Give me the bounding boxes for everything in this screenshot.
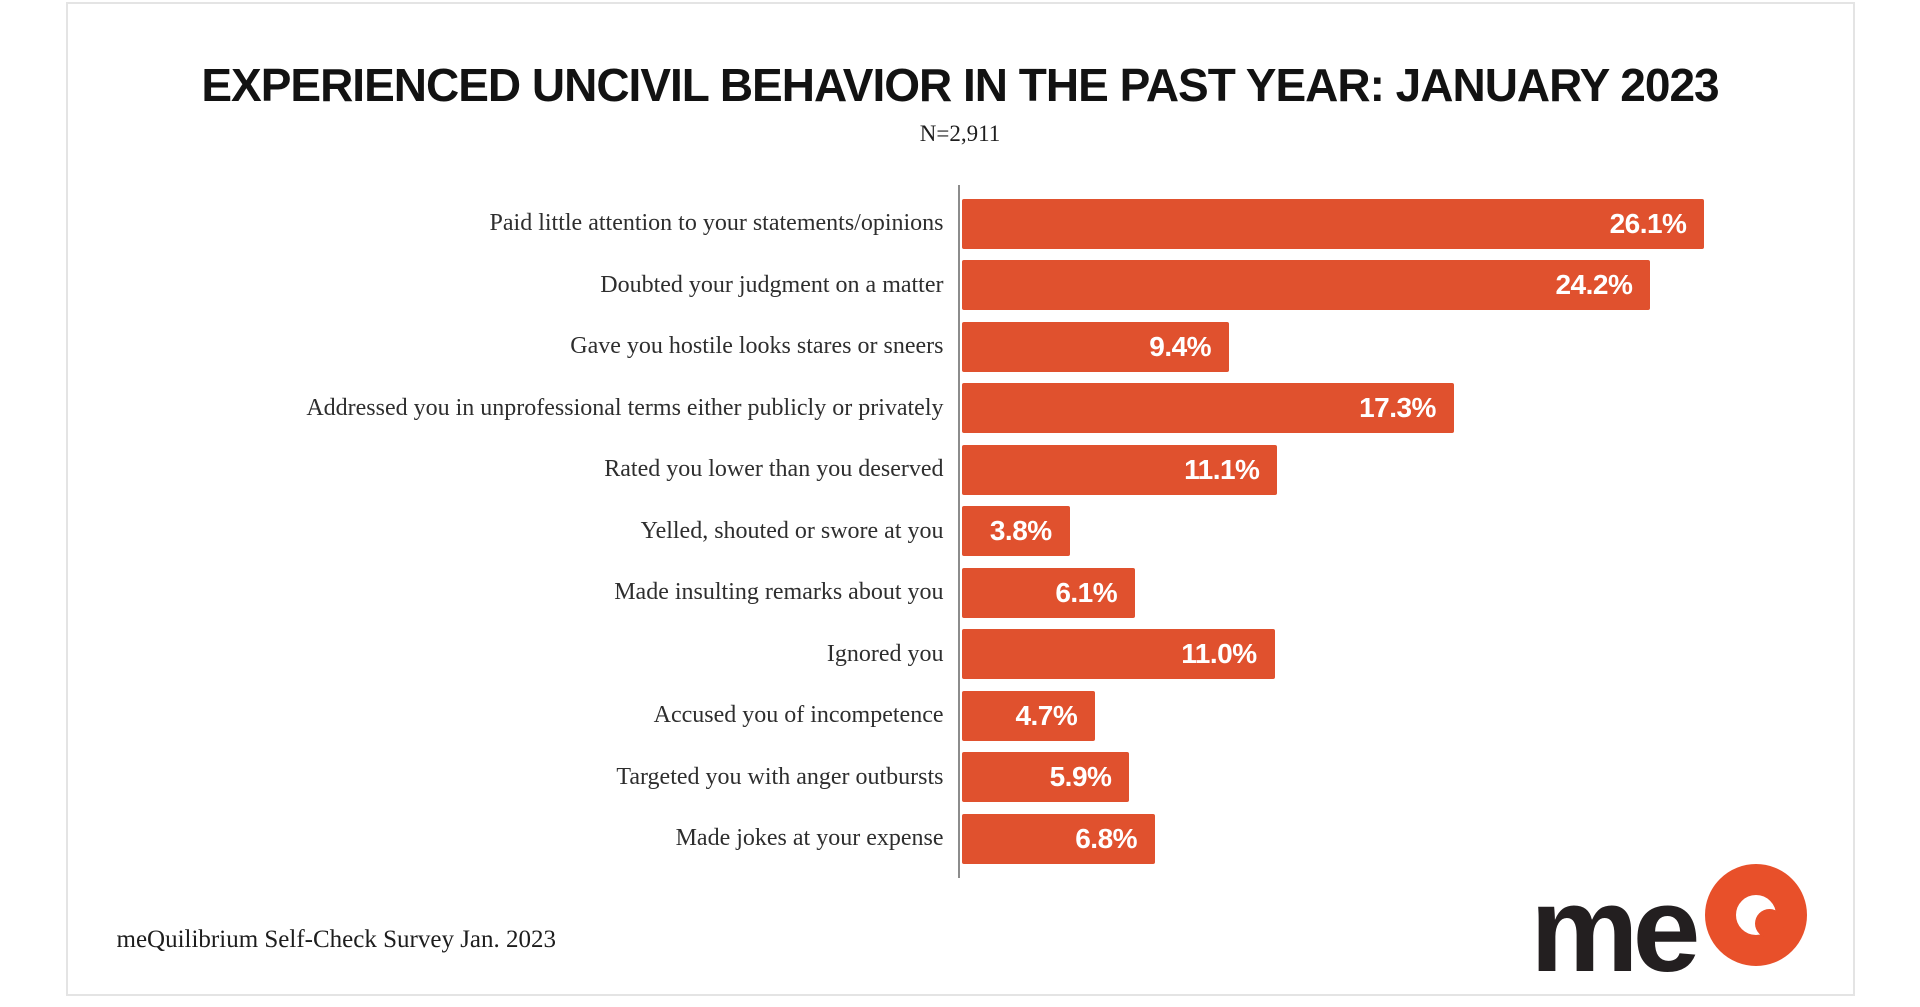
value-label: 4.7% — [1015, 699, 1078, 731]
bar: 24.2% — [961, 260, 1651, 311]
bar-track: 9.4% — [961, 321, 1853, 372]
meq-logo: me — [1530, 864, 1807, 989]
value-label: 11.0% — [1181, 638, 1257, 670]
value-label: 24.2% — [1555, 269, 1633, 301]
bar-track: 6.1% — [961, 567, 1853, 618]
logo-q-ring-icon — [1704, 864, 1807, 966]
category-label: Paid little attention to your statements… — [489, 210, 944, 237]
chart-row: Gave you hostile looks stares or sneers 9… — [68, 316, 1853, 378]
bar: 3.8% — [961, 506, 1070, 557]
chart-row: Rated you lower than you deserved 11.1% — [68, 439, 1853, 501]
bar-track: 26.1% — [961, 198, 1853, 249]
category-label: Addressed you in unprofessional terms ei… — [306, 394, 944, 421]
bar: 4.7% — [961, 690, 1096, 741]
value-label: 3.8% — [989, 515, 1052, 547]
value-label: 9.4% — [1149, 330, 1212, 362]
chart-row: Yelled, shouted or swore at you 3.8% — [68, 501, 1853, 563]
sample-size: N=2,911 — [919, 121, 1001, 146]
category-label: Doubted your judgment on a matter — [600, 271, 944, 298]
bar-track: 24.2% — [961, 260, 1853, 311]
category-label: Yelled, shouted or swore at you — [640, 517, 944, 544]
chart-rows: Paid little attention to your statements… — [68, 193, 1853, 870]
value-label: 5.9% — [1049, 761, 1112, 793]
bar: 11.0% — [961, 629, 1275, 680]
chart-row: Made jokes at your expense 6.8% — [68, 808, 1853, 870]
bar: 17.3% — [961, 383, 1454, 434]
bar: 11.1% — [961, 444, 1278, 495]
bar-track: 11.1% — [961, 444, 1853, 495]
chart-row: Made insulting remarks about you 6.1% — [68, 562, 1853, 624]
bar-track: 3.8% — [961, 506, 1853, 557]
y-axis-line — [957, 185, 960, 878]
bar: 26.1% — [961, 198, 1705, 249]
bar: 6.1% — [961, 567, 1136, 618]
logo-dot-icon — [1754, 909, 1784, 938]
bar-track: 4.7% — [961, 690, 1853, 741]
chart-row: Targeted you with anger outbursts 5.9% — [68, 747, 1853, 809]
category-label: Targeted you with anger outbursts — [616, 763, 944, 790]
bar-track: 11.0% — [961, 629, 1853, 680]
chart-row: Accused you of incompetence 4.7% — [68, 685, 1853, 747]
bar-chart: Paid little attention to your statements… — [68, 185, 1853, 878]
value-label: 17.3% — [1359, 392, 1436, 424]
source-note: meQuilibrium Self-Check Survey Jan. 2023 — [116, 926, 557, 953]
chart-row: Doubted your judgment on a matter 24.2% — [68, 255, 1853, 317]
category-label: Gave you hostile looks stares or sneers — [570, 333, 944, 360]
value-label: 6.8% — [1075, 822, 1138, 854]
bar: 6.8% — [961, 813, 1156, 864]
chart-row: Ignored you 11.0% — [68, 624, 1853, 686]
logo-wordmark: me — [1530, 860, 1700, 997]
value-label: 6.1% — [1055, 576, 1118, 608]
category-label: Ignored you — [826, 640, 944, 667]
bar-track: 6.8% — [961, 813, 1853, 864]
chart-title: EXPERIENCED UNCIVIL BEHAVIOR IN THE PAST… — [201, 59, 1719, 111]
value-label: 11.1% — [1184, 453, 1260, 485]
value-label: 26.1% — [1609, 207, 1687, 239]
category-label: Made jokes at your expense — [675, 825, 944, 852]
category-label: Made insulting remarks about you — [614, 579, 944, 606]
chart-row: Addressed you in unprofessional terms ei… — [68, 378, 1853, 440]
bar-track: 5.9% — [961, 752, 1853, 803]
bar: 9.4% — [961, 321, 1230, 372]
category-label: Rated you lower than you deserved — [604, 456, 944, 483]
chart-card: EXPERIENCED UNCIVIL BEHAVIOR IN THE PAST… — [65, 2, 1855, 996]
bar-track: 17.3% — [961, 383, 1853, 434]
chart-row: Paid little attention to your statements… — [68, 193, 1853, 255]
bar: 5.9% — [961, 752, 1130, 803]
category-label: Accused you of incompetence — [653, 702, 944, 729]
